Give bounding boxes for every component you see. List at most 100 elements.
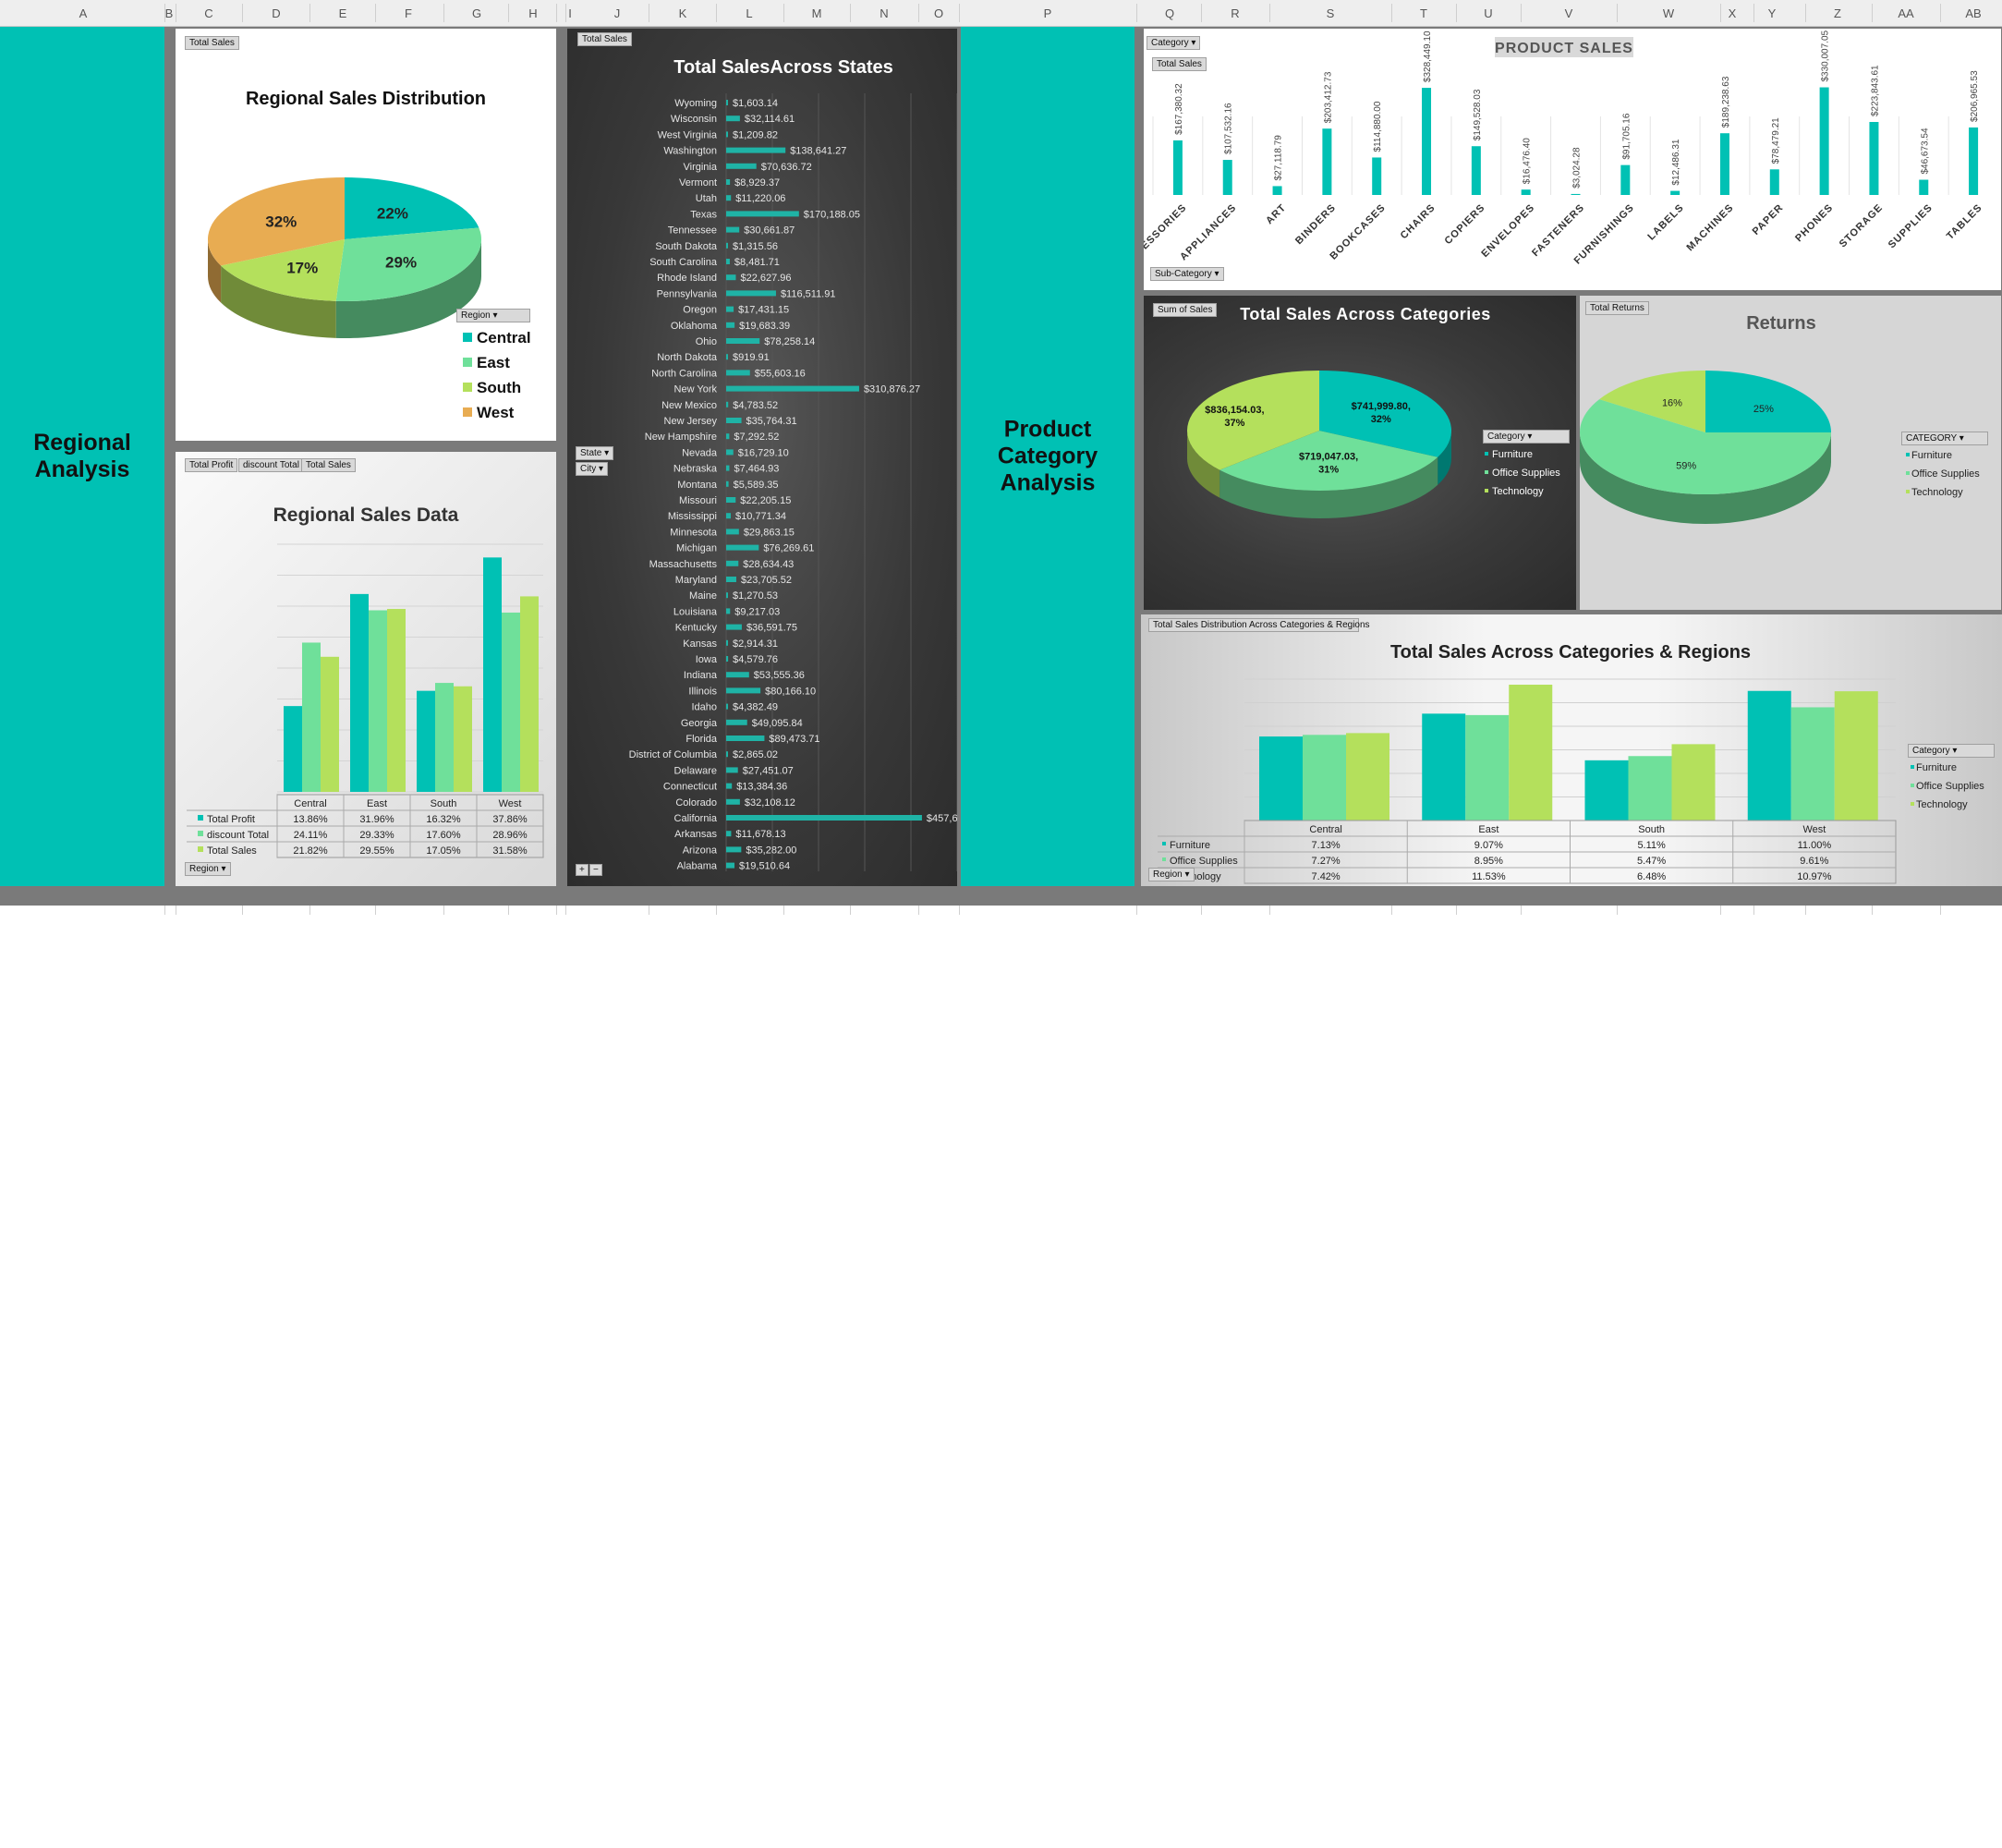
state-label-florida: Florida xyxy=(686,734,718,745)
value-label-michigan: $76,269.61 xyxy=(763,543,814,554)
column-label-p[interactable]: P xyxy=(1043,6,1052,20)
state-label-texas: Texas xyxy=(690,209,717,220)
bar-technology-west xyxy=(1834,691,1878,821)
total-returns-field-button[interactable]: Total Returns xyxy=(1585,301,1649,315)
legend-label-furniture: Furniture xyxy=(1916,762,1957,773)
column-label-l[interactable]: L xyxy=(746,6,753,20)
column-label-c[interactable]: C xyxy=(204,6,213,20)
bar-arizona xyxy=(726,846,742,853)
state-label-louisiana: Louisiana xyxy=(673,606,718,617)
column-label-x[interactable]: X xyxy=(1728,6,1737,20)
value-label-storage: $223,843.61 xyxy=(1870,65,1880,116)
expand-field-button[interactable]: + xyxy=(576,864,588,876)
discount-total-field-button[interactable]: discount Total xyxy=(238,458,304,472)
column-label-s[interactable]: S xyxy=(1326,6,1335,20)
pie-data-label: 17% xyxy=(286,259,318,276)
state-label-arizona: Arizona xyxy=(683,845,718,856)
axis-label-binders: BINDERS xyxy=(1293,202,1338,247)
state-label-new-mexico: New Mexico xyxy=(661,400,717,411)
state-label-arkansas: Arkansas xyxy=(674,829,717,840)
state-label-north-carolina: North Carolina xyxy=(651,368,718,379)
state-filter-button[interactable]: State xyxy=(576,446,614,460)
column-label-a[interactable]: A xyxy=(79,6,88,20)
bar-georgia xyxy=(726,719,747,725)
sales-distribution-field-button[interactable]: Total Sales Distribution Across Categori… xyxy=(1148,618,1370,632)
sum-of-sales-field-button[interactable]: Sum of Sales xyxy=(1153,303,1218,317)
region-axis-filter-button[interactable]: Region xyxy=(185,862,231,876)
pie-data-label: $836,154.03, xyxy=(1205,405,1264,416)
column-label-z[interactable]: Z xyxy=(1834,6,1841,20)
axis-label-tables: TABLES xyxy=(1945,202,1984,242)
total-profit-field-button[interactable]: Total Profit xyxy=(185,458,238,472)
table-cell: 37.86% xyxy=(492,814,528,825)
grid-stub xyxy=(1805,906,1806,915)
city-filter-button[interactable]: City xyxy=(576,462,609,476)
bar-accessories xyxy=(1172,140,1183,195)
table-cell: 5.11% xyxy=(1637,840,1666,851)
column-label-m[interactable]: M xyxy=(811,6,822,20)
bar-utah xyxy=(726,195,732,201)
category-filter-button[interactable]: Category xyxy=(1908,744,1995,758)
value-label-washington: $138,641.27 xyxy=(790,146,846,157)
column-label-f[interactable]: F xyxy=(405,6,412,20)
axis-label-fasteners: FASTENERS xyxy=(1530,202,1587,260)
pie-data-label: 25% xyxy=(1753,404,1774,415)
column-label-ab[interactable]: AB xyxy=(1965,6,1982,20)
bar-total-sales-west xyxy=(520,596,539,792)
column-label-r[interactable]: R xyxy=(1231,6,1240,20)
column-label-w[interactable]: W xyxy=(1662,6,1675,20)
bar-furniture-east xyxy=(1422,713,1466,821)
bar-michigan xyxy=(726,544,759,551)
total-sales-field-button[interactable]: Total Sales xyxy=(185,36,239,50)
category-filter-button[interactable]: Category xyxy=(1483,430,1570,444)
region-filter-button[interactable]: Region xyxy=(1148,868,1195,881)
column-label-n[interactable]: N xyxy=(880,6,889,20)
column-divider xyxy=(164,4,165,22)
state-label-iowa: Iowa xyxy=(696,654,718,665)
bar-massachusetts xyxy=(726,560,739,566)
axis-label-machines: MACHINES xyxy=(1684,202,1736,254)
column-label-i[interactable]: I xyxy=(568,6,572,20)
column-label-j[interactable]: J xyxy=(613,6,621,20)
total-sales-field-button[interactable]: Total Sales xyxy=(301,458,356,472)
table-legend-key-total-sales xyxy=(198,846,203,852)
chart-title: Returns xyxy=(1746,313,1816,334)
legend-label-office-supplies: Office Supplies xyxy=(1916,781,1984,792)
bar-delaware xyxy=(726,767,738,773)
value-label-accessories: $167,380.32 xyxy=(1174,83,1184,135)
column-label-o[interactable]: O xyxy=(933,6,944,20)
column-label-y[interactable]: Y xyxy=(1767,6,1777,20)
state-label-massachusetts: Massachusetts xyxy=(649,559,718,570)
pie-data-label: 32% xyxy=(265,213,297,230)
column-label-d[interactable]: D xyxy=(272,6,281,20)
column-label-g[interactable]: G xyxy=(471,6,482,20)
state-label-virginia: Virginia xyxy=(684,162,718,173)
column-label-e[interactable]: E xyxy=(338,6,347,20)
total-sales-field-button[interactable]: Total Sales xyxy=(1152,57,1207,71)
collapse-field-button[interactable]: − xyxy=(589,864,602,876)
category-filter-button[interactable]: Category xyxy=(1147,36,1201,50)
grid-stub xyxy=(309,906,310,915)
column-label-u[interactable]: U xyxy=(1484,6,1493,20)
state-label-kentucky: Kentucky xyxy=(675,623,718,634)
bar-maryland xyxy=(726,577,736,582)
total-sales-field-button[interactable]: Total Sales xyxy=(577,32,632,46)
table-cell: 31.58% xyxy=(492,845,528,857)
state-label-south-dakota: South Dakota xyxy=(655,241,718,252)
bar-idaho xyxy=(726,703,729,710)
grid-stub xyxy=(1136,906,1137,915)
sub-category-filter-button[interactable]: Sub-Category xyxy=(1150,267,1224,281)
region-filter-button[interactable]: Region xyxy=(456,309,530,322)
column-label-k[interactable]: K xyxy=(678,6,687,20)
column-label-b[interactable]: B xyxy=(164,6,174,20)
column-label-h[interactable]: H xyxy=(528,6,538,20)
category-filter-button[interactable]: CATEGORY xyxy=(1901,432,1988,445)
bar-labels xyxy=(1670,190,1680,195)
value-label-wyoming: $1,603.14 xyxy=(733,98,778,109)
column-label-q[interactable]: Q xyxy=(1164,6,1175,20)
column-label-v[interactable]: V xyxy=(1564,6,1573,20)
column-label-aa[interactable]: AA xyxy=(1898,6,1914,20)
state-label-alabama: Alabama xyxy=(677,861,718,872)
column-label-t[interactable]: T xyxy=(1420,6,1427,20)
state-label-kansas: Kansas xyxy=(683,638,717,650)
